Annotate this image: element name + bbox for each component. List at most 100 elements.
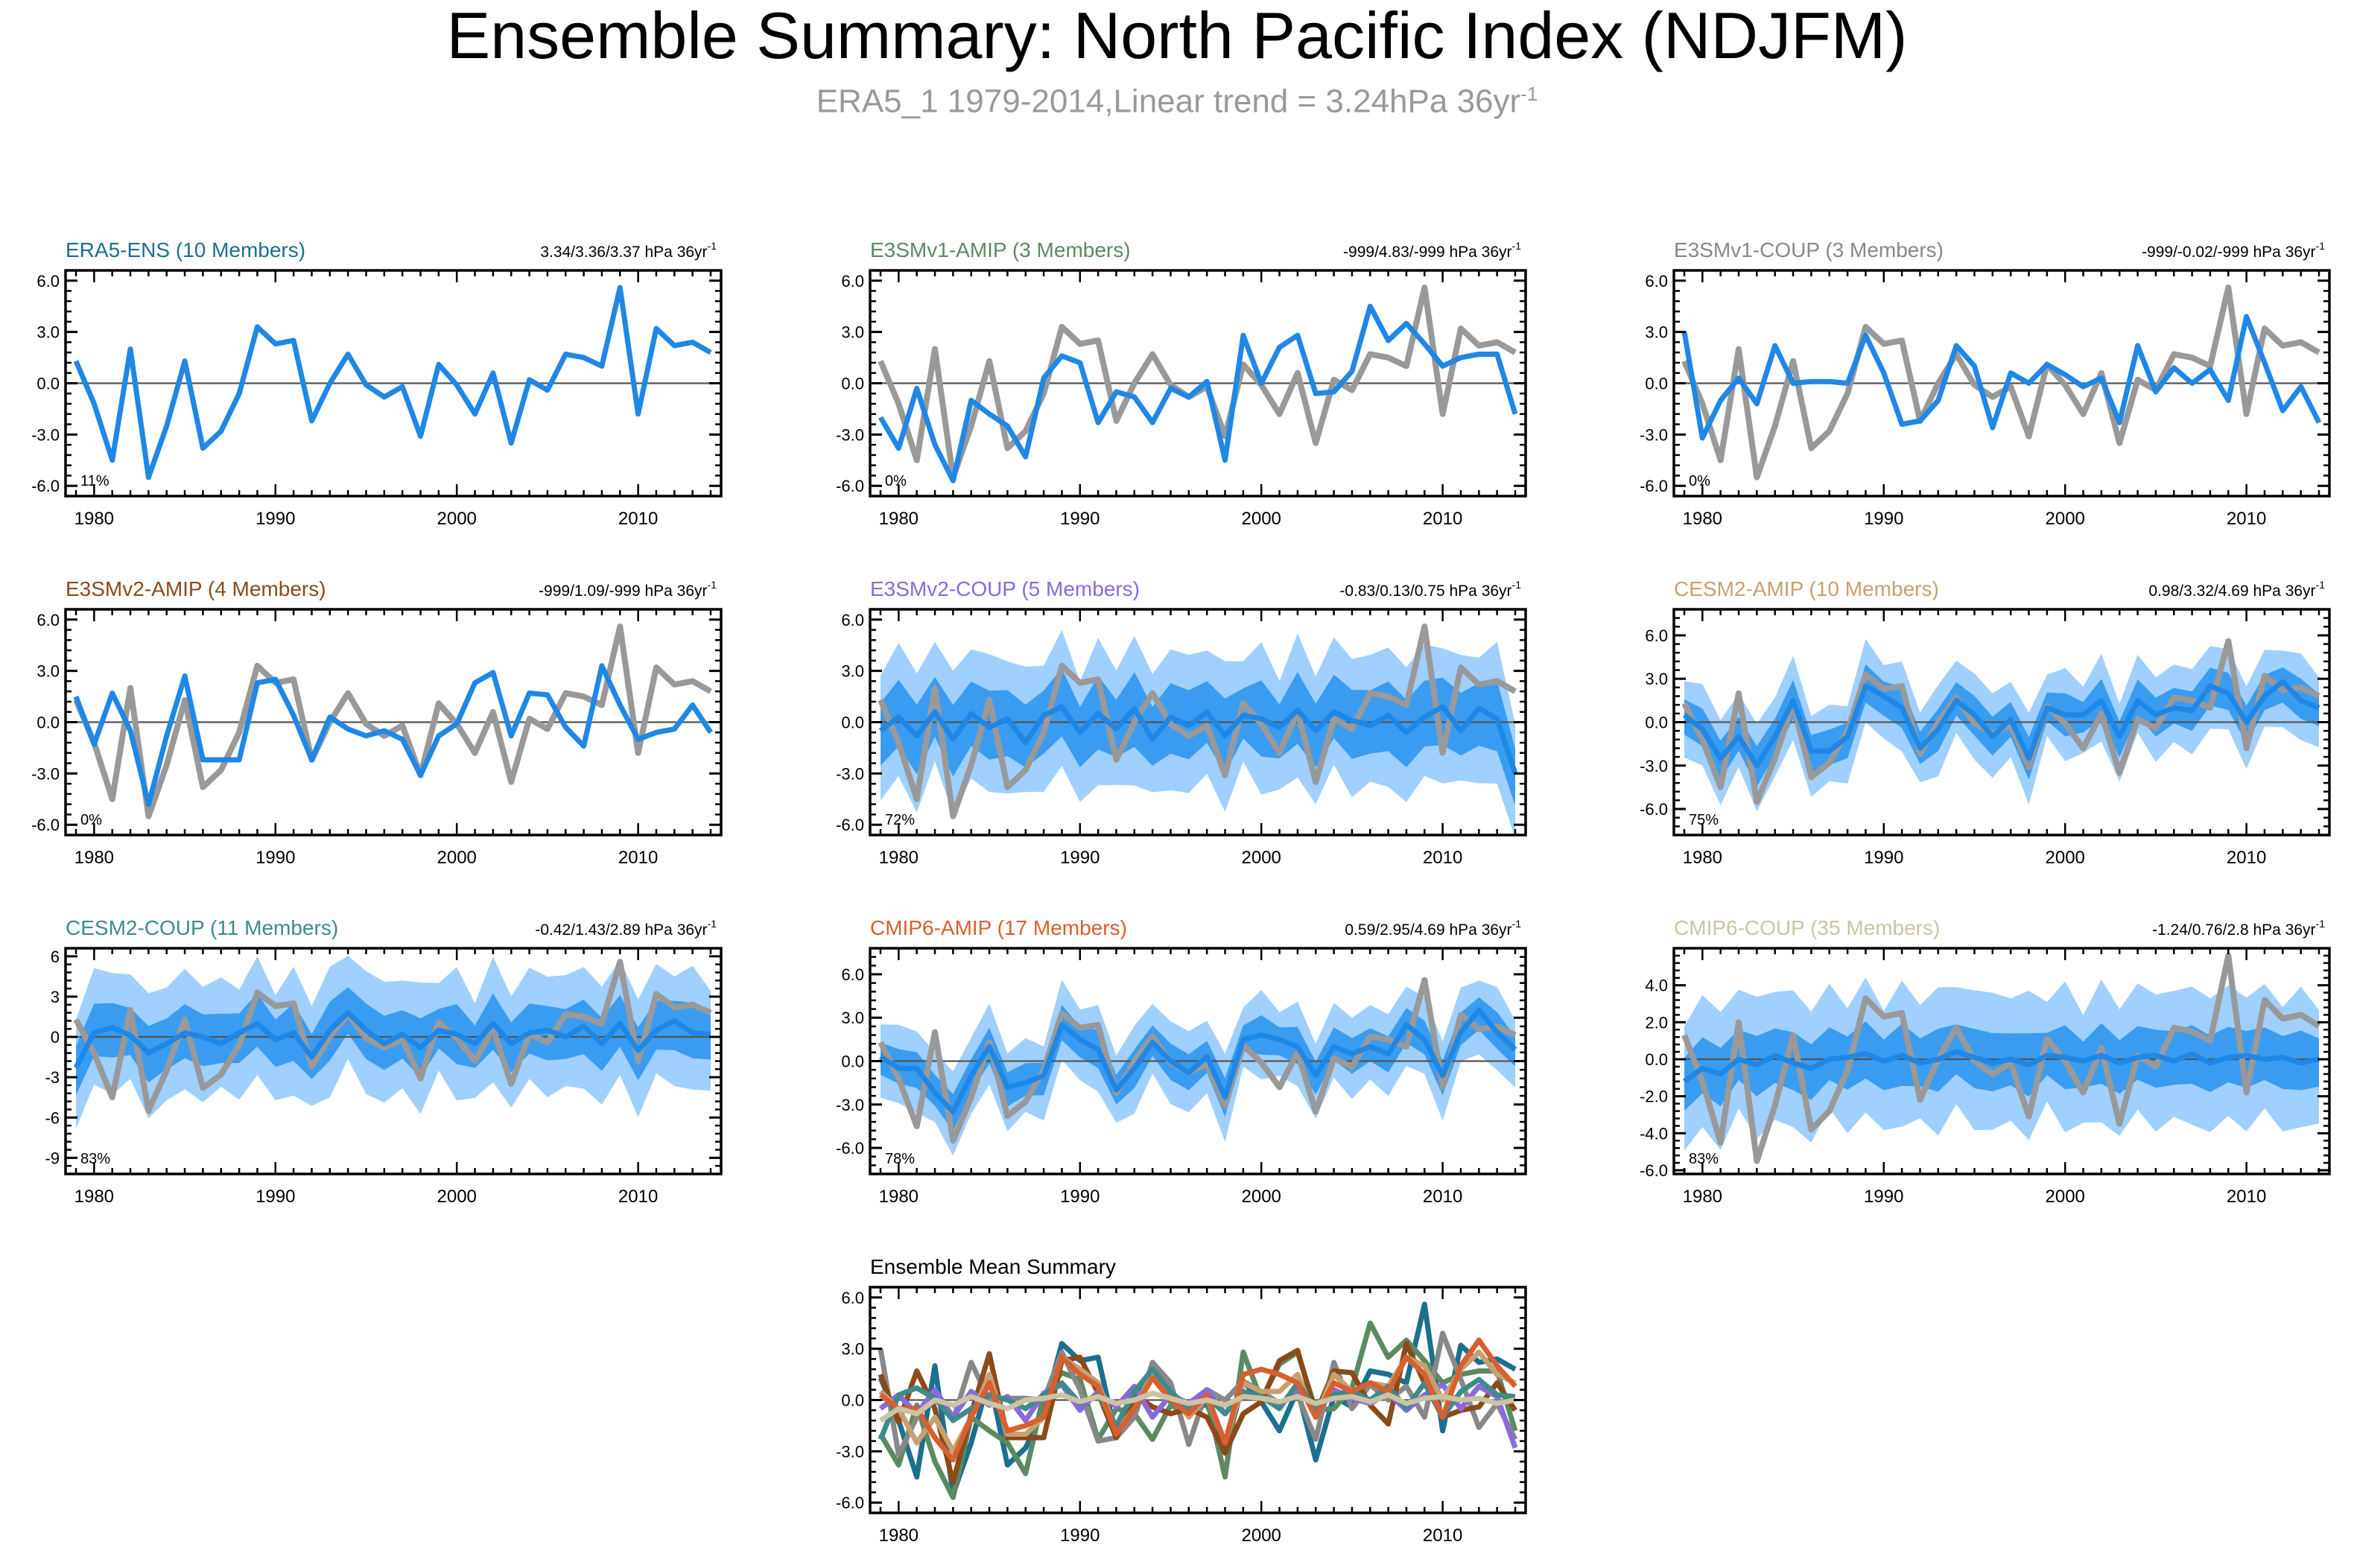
x-tick-label: 2010 <box>1423 1187 1462 1207</box>
panel-trend: 0.59/2.95/4.69 hPa 36yr-1 <box>1345 918 1521 939</box>
panel-trend: 3.34/3.36/3.37 hPa 36yr-1 <box>540 240 717 261</box>
y-tick-label: 0.0 <box>841 375 864 393</box>
panel-title: ERA5-ENS (10 Members) <box>66 238 305 261</box>
ensemble-mean-line <box>1681 314 2322 441</box>
ensemble-mean-line <box>73 285 712 480</box>
subtitle-text: ERA5_1 1979-2014,Linear trend = 3.24hPa … <box>816 83 1521 120</box>
x-tick-label: 1980 <box>879 1526 919 1546</box>
y-tick-label: -6.0 <box>836 1494 864 1512</box>
panel-trend: 0.98/3.32/4.69 hPa 36yr-1 <box>2148 579 2325 600</box>
y-tick-label: 0.0 <box>1645 1050 1668 1069</box>
y-tick-label: 0.0 <box>841 1391 864 1410</box>
x-tick-label: 2010 <box>1423 509 1462 529</box>
y-tick-label: 6.0 <box>841 611 864 629</box>
panel-trend: -1.24/0.76/2.8 hPa 36yr-1 <box>2152 918 2325 939</box>
x-tick-label: 1980 <box>879 1187 919 1207</box>
panel-cesm2-coup: CESM2-COUP (11 Members) -0.42/1.43/2.89 h… <box>45 916 723 1207</box>
panel-ensemble-mean-summary: Ensemble Mean Summary -6.0 -3.0 0.0 3.0 6.0 19… <box>836 1255 1527 1546</box>
y-tick-label: 3.0 <box>841 1340 864 1359</box>
ensemble-mean-line <box>1682 1049 2320 1084</box>
y-tick-label: 3.0 <box>841 323 864 342</box>
y-tick-label: -6.0 <box>1640 1161 1668 1180</box>
y-tick-label: 3.0 <box>37 323 60 342</box>
y-tick-label: 2.0 <box>1645 1013 1668 1032</box>
observed-line <box>1681 952 2321 1164</box>
panel-title: E3SMv1-AMIP (3 Members) <box>870 238 1131 261</box>
x-tick-label: 1990 <box>256 848 295 868</box>
panel-cmip6-amip: CMIP6-AMIP (17 Members) 0.59/2.95/4.69 hP… <box>836 916 1527 1207</box>
panel-title: CMIP6-AMIP (17 Members) <box>870 916 1127 939</box>
panel-trend: -0.42/1.43/2.89 hPa 36yr-1 <box>535 918 717 939</box>
panel-trend: -999/4.83/-999 hPa 36yr-1 <box>1343 240 1521 261</box>
panel-trend: -999/1.09/-999 hPa 36yr-1 <box>539 579 717 600</box>
x-tick-label: 2010 <box>1423 1526 1462 1546</box>
x-tick-label: 2000 <box>437 509 477 529</box>
ensemble-mean-line <box>73 663 713 807</box>
panel-e3smv1-coup: E3SMv1-COUP (3 Members) -999/-0.02/-999 h… <box>1640 238 2331 529</box>
y-tick-label: 6.0 <box>1645 626 1668 645</box>
x-tick-label: 1990 <box>1864 509 1903 529</box>
observed-line <box>73 959 712 1114</box>
y-tick-label: -6.0 <box>836 816 864 834</box>
figure-subtitle: ERA5_1 1979-2014,Linear trend = 3.24hPa … <box>0 74 2354 121</box>
panel-title: E3SMv2-COUP (5 Members) <box>870 577 1140 600</box>
x-tick-label: 1980 <box>74 848 114 868</box>
y-tick-label: 6.0 <box>1645 272 1668 291</box>
ensemble-mean-line <box>878 704 1518 775</box>
y-tick-label: -3 <box>45 1068 60 1087</box>
y-tick-label: -3.0 <box>1640 757 1668 775</box>
ensemble-mean-line <box>879 1008 1517 1114</box>
x-tick-label: 2010 <box>618 509 658 529</box>
panel-title: Ensemble Mean Summary <box>870 1255 1116 1278</box>
y-tick-label: 3.0 <box>1645 323 1668 342</box>
panel-title: E3SMv1-COUP (3 Members) <box>1674 238 1944 261</box>
y-tick-label: 6.0 <box>37 611 60 629</box>
observed-line <box>878 623 1517 819</box>
y-tick-label: -2.0 <box>1640 1088 1668 1106</box>
percent-label: 83% <box>1689 1151 1719 1167</box>
y-tick-label: -3.0 <box>836 425 864 444</box>
x-tick-label: 1990 <box>1060 848 1100 868</box>
panel-title: E3SMv2-AMIP (4 Members) <box>66 577 326 600</box>
panel-title: CESM2-COUP (11 Members) <box>66 916 338 939</box>
y-tick-label: 0.0 <box>37 375 60 393</box>
x-tick-label: 2000 <box>2046 848 2085 868</box>
y-tick-label: -3.0 <box>31 425 60 444</box>
y-tick-label: 0.0 <box>1645 375 1668 393</box>
percent-label: 0% <box>1689 473 1710 489</box>
x-tick-label: 2010 <box>2227 1187 2266 1207</box>
band-inner <box>881 668 1515 806</box>
percent-label: 11% <box>80 473 110 489</box>
y-tick-label: 6.0 <box>841 965 864 984</box>
y-tick-label: -6.0 <box>836 1139 864 1158</box>
percent-label: 0% <box>885 473 907 489</box>
percent-label: 78% <box>885 1151 915 1167</box>
x-tick-label: 2010 <box>618 848 658 868</box>
x-tick-label: 2000 <box>437 1187 477 1207</box>
y-tick-label: 0.0 <box>1645 714 1668 732</box>
y-tick-label: -3.0 <box>836 1096 864 1114</box>
subtitle-superscript: -1 <box>1520 83 1538 105</box>
panel-era5-ens: ERA5-ENS (10 Members) 3.34/3.36/3.37 hPa … <box>31 238 723 529</box>
panel-e3smv2-amip: E3SMv2-AMIP (4 Members) -999/1.09/-999 hP… <box>31 577 723 868</box>
y-tick-label: 4.0 <box>1645 977 1668 995</box>
x-tick-label: 2000 <box>1242 509 1281 529</box>
percent-label: 0% <box>80 812 102 828</box>
figure-title: Ensemble Summary: North Pacific Index (N… <box>446 0 1908 72</box>
ensemble-mean-line <box>878 303 1518 483</box>
x-tick-label: 1990 <box>1864 1187 1903 1207</box>
x-tick-label: 1980 <box>74 509 114 529</box>
y-tick-label: 6.0 <box>841 272 864 291</box>
x-tick-label: 1980 <box>1683 848 1722 868</box>
panel-e3smv1-amip: E3SMv1-AMIP (3 Members) -999/4.83/-999 hP… <box>836 238 1527 529</box>
x-tick-label: 2000 <box>2046 1187 2085 1207</box>
x-tick-label: 1980 <box>879 509 919 529</box>
y-tick-label: 0.0 <box>37 714 60 732</box>
y-tick-label: 6.0 <box>37 272 60 291</box>
x-tick-label: 2000 <box>2046 509 2085 529</box>
observed-line <box>73 623 712 819</box>
y-tick-label: 3.0 <box>1645 670 1668 688</box>
x-tick-label: 1980 <box>879 848 919 868</box>
